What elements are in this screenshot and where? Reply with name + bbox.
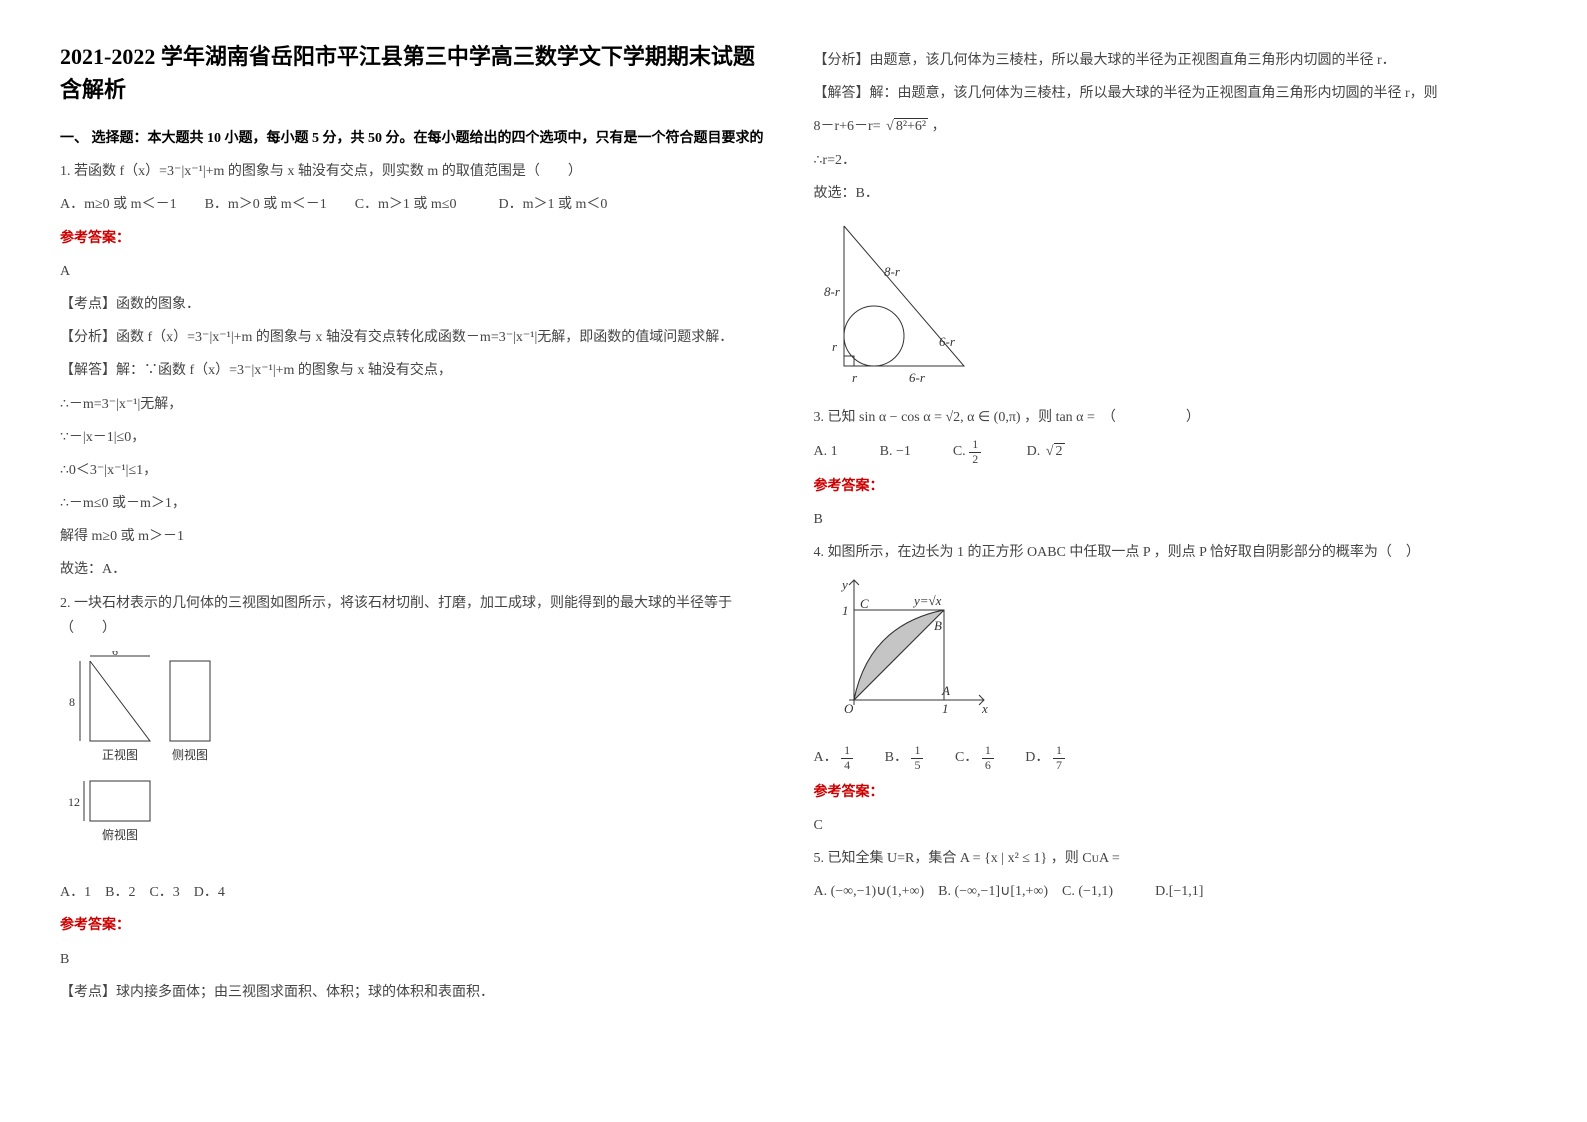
q1-kaodian: 【考点】函数的图象．	[60, 292, 774, 317]
svg-text:6-r: 6-r	[939, 334, 956, 349]
q2-eq-end: ，	[932, 119, 946, 134]
svg-text:12: 12	[68, 795, 80, 809]
svg-text:1: 1	[942, 701, 949, 716]
q1-jieda-1: 【解答】解：∵函数 f（x）=3⁻|x⁻¹|+m 的图象与 x 轴没有交点，	[60, 358, 774, 383]
q1-options: A．m≥0 或 m＜－1 B．m＞0 或 m＜－1 C．m＞1 或 m≤0 D．…	[60, 192, 774, 217]
q3-opts-a: A. 1 B. −1 C.	[814, 444, 966, 459]
q3-stem: 3. 已知 sin α − cos α = √2, α ∈ (0,π) ，则 t…	[814, 405, 1528, 430]
q3-opts-d: D.	[985, 444, 1041, 459]
q1-stem: 1. 若函数 f（x）=3⁻|x⁻¹|+m 的图象与 x 轴没有交点，则实数 m…	[60, 159, 774, 184]
q4-f4d: 7	[1053, 759, 1065, 772]
svg-text:6: 6	[112, 651, 118, 658]
q5-stem: 5. 已知全集 U=R，集合 A = {x | x² ≤ 1} ，则 CᴜA =	[814, 846, 1528, 871]
page-title: 2021-2022 学年湖南省岳阳市平江县第三中学高三数学文下学期期末试题含解析	[60, 40, 774, 106]
svg-text:A: A	[941, 683, 950, 698]
q4-opt-b: B．	[857, 750, 908, 765]
q2-answer: B	[60, 947, 774, 972]
q4-f4n: 1	[1053, 744, 1065, 758]
q3-frac-den: 2	[969, 453, 981, 466]
q1-jieda-3: ∵－|x－1|≤0，	[60, 425, 774, 450]
q4-opt-d: D．	[997, 750, 1049, 765]
q4-f1d: 4	[841, 759, 853, 772]
three-views-svg: 6 8 12 正视图 侧视图 俯视图	[60, 651, 260, 861]
q1-jieda-6: 解得 m≥0 或 m＞－1	[60, 524, 774, 549]
q2-r: ∴r=2．	[814, 148, 1528, 173]
svg-text:O: O	[844, 701, 854, 716]
answer-heading-3: 参考答案：	[814, 474, 1528, 499]
svg-text:r: r	[852, 370, 858, 385]
q3-frac: 1 2	[969, 438, 981, 465]
q4-f4: 17	[1053, 744, 1065, 771]
svg-text:y=√x: y=√x	[912, 593, 942, 608]
right-column: 【分析】由题意，该几何体为三棱柱，所以最大球的半径为正视图直角三角形内切圆的半径…	[814, 40, 1528, 1013]
q1-fenxi: 【分析】函数 f（x）=3⁻|x⁻¹|+m 的图象与 x 轴没有交点转化成函数－…	[60, 325, 774, 350]
q4-f1: 14	[841, 744, 853, 771]
q4-stem: 4. 如图所示，在边长为 1 的正方形 OABC 中任取一点 P ，则点 P 恰…	[814, 540, 1528, 565]
q3-frac-num: 1	[969, 438, 981, 452]
svg-text:B: B	[934, 618, 942, 633]
inscribed-circle-diagram: 8-r 8-r 6-r 6-r r r	[814, 216, 1528, 395]
left-column: 2021-2022 学年湖南省岳阳市平江县第三中学高三数学文下学期期末试题含解析…	[60, 40, 774, 1013]
q1-jieda-4: ∴0＜3⁻|x⁻¹|≤1，	[60, 458, 774, 483]
q4-f3d: 6	[982, 759, 994, 772]
svg-text:正视图: 正视图	[102, 747, 138, 762]
q5-options: A. (−∞,−1)∪(1,+∞) B. (−∞,−1]∪[1,+∞) C. (…	[814, 879, 1528, 904]
triangle-circle-svg: 8-r 8-r 6-r 6-r r r	[814, 216, 1014, 386]
q5-stem-b: ，则	[1051, 851, 1079, 866]
radical-icon: 8²+6²	[884, 114, 928, 139]
svg-text:C: C	[860, 596, 869, 611]
q4-f3: 16	[982, 744, 994, 771]
radical-icon-2: 2	[1044, 439, 1065, 464]
svg-text:侧视图: 侧视图	[172, 747, 208, 762]
q4-options: A． 14 B． 15 C． 16 D． 17	[814, 744, 1528, 771]
q1-answer: A	[60, 259, 774, 284]
svg-text:俯视图: 俯视图	[102, 827, 138, 842]
svg-text:r: r	[832, 339, 838, 354]
q1-jieda-7: 故选：A．	[60, 557, 774, 582]
svg-text:8: 8	[69, 695, 75, 709]
svg-text:8-r: 8-r	[824, 284, 841, 299]
svg-text:1: 1	[842, 603, 849, 618]
q1-jieda-2: ∴－m=3⁻|x⁻¹|无解，	[60, 392, 774, 417]
q2-equation: 8－r+6－r= 8²+6² ，	[814, 114, 1528, 139]
answer-heading: 参考答案：	[60, 226, 774, 251]
three-views-diagram: 6 8 12 正视图 侧视图 俯视图	[60, 651, 774, 870]
q2-jieda-1: 【解答】解：由题意，该几何体为三棱柱，所以最大球的半径为正视图直角三角形内切圆的…	[814, 81, 1528, 106]
q2-fenxi: 【分析】由题意，该几何体为三棱柱，所以最大球的半径为正视图直角三角形内切圆的半径…	[814, 48, 1528, 73]
q4-f1n: 1	[841, 744, 853, 758]
q2-eq-lhs: 8－r+6－r=	[814, 119, 881, 134]
q2-kaodian: 【考点】球内接多面体；由三视图求面积、体积；球的体积和表面积．	[60, 980, 774, 1005]
q1-jieda-5: ∴－m≤0 或－m＞1，	[60, 491, 774, 516]
section-one-heading: 一、 选择题：本大题共 10 小题，每小题 5 分，共 50 分。在每小题给出的…	[60, 126, 774, 151]
q3-rad: 2	[1054, 443, 1065, 459]
q3-options: A. 1 B. −1 C. 1 2 D. 2	[814, 438, 1528, 465]
q3-answer: B	[814, 507, 1528, 532]
q2-stem: 2. 一块石材表示的几何体的三视图如图所示，将该石材切削、打磨，加工成球，则能得…	[60, 591, 774, 641]
q2-guxuan: 故选：B．	[814, 181, 1528, 206]
q3-stem-a: 3. 已知	[814, 410, 856, 425]
q4-f2: 15	[911, 744, 923, 771]
q5-comp: CᴜA =	[1082, 851, 1120, 866]
svg-text:8-r: 8-r	[884, 264, 901, 279]
svg-text:y: y	[840, 577, 848, 592]
answer-heading-2: 参考答案：	[60, 913, 774, 938]
q3-math1: sin α − cos α = √2, α ∈ (0,π)	[859, 410, 1021, 425]
q4-f3n: 1	[982, 744, 994, 758]
q2-options: A．1 B．2 C．3 D．4	[60, 880, 774, 905]
square-svg: O A B C 1 1 x y y=√x	[814, 575, 994, 725]
q5-stem-a: 5. 已知全集 U=R，集合	[814, 851, 957, 866]
q4-opt-a: A．	[814, 750, 838, 765]
q4-f2d: 5	[911, 759, 923, 772]
svg-text:6-r: 6-r	[909, 370, 926, 385]
unit-square-diagram: O A B C 1 1 x y y=√x	[814, 575, 1528, 734]
q4-f2n: 1	[911, 744, 923, 758]
q3-stem-b: ，则 tan α = （ ）	[1024, 410, 1200, 425]
q4-answer: C	[814, 813, 1528, 838]
svg-text:x: x	[981, 701, 988, 716]
answer-heading-4: 参考答案：	[814, 780, 1528, 805]
q2-rad-body: 8²+6²	[894, 118, 928, 134]
q4-opt-c: C．	[927, 750, 978, 765]
q5-set: A = {x | x² ≤ 1}	[960, 851, 1047, 866]
